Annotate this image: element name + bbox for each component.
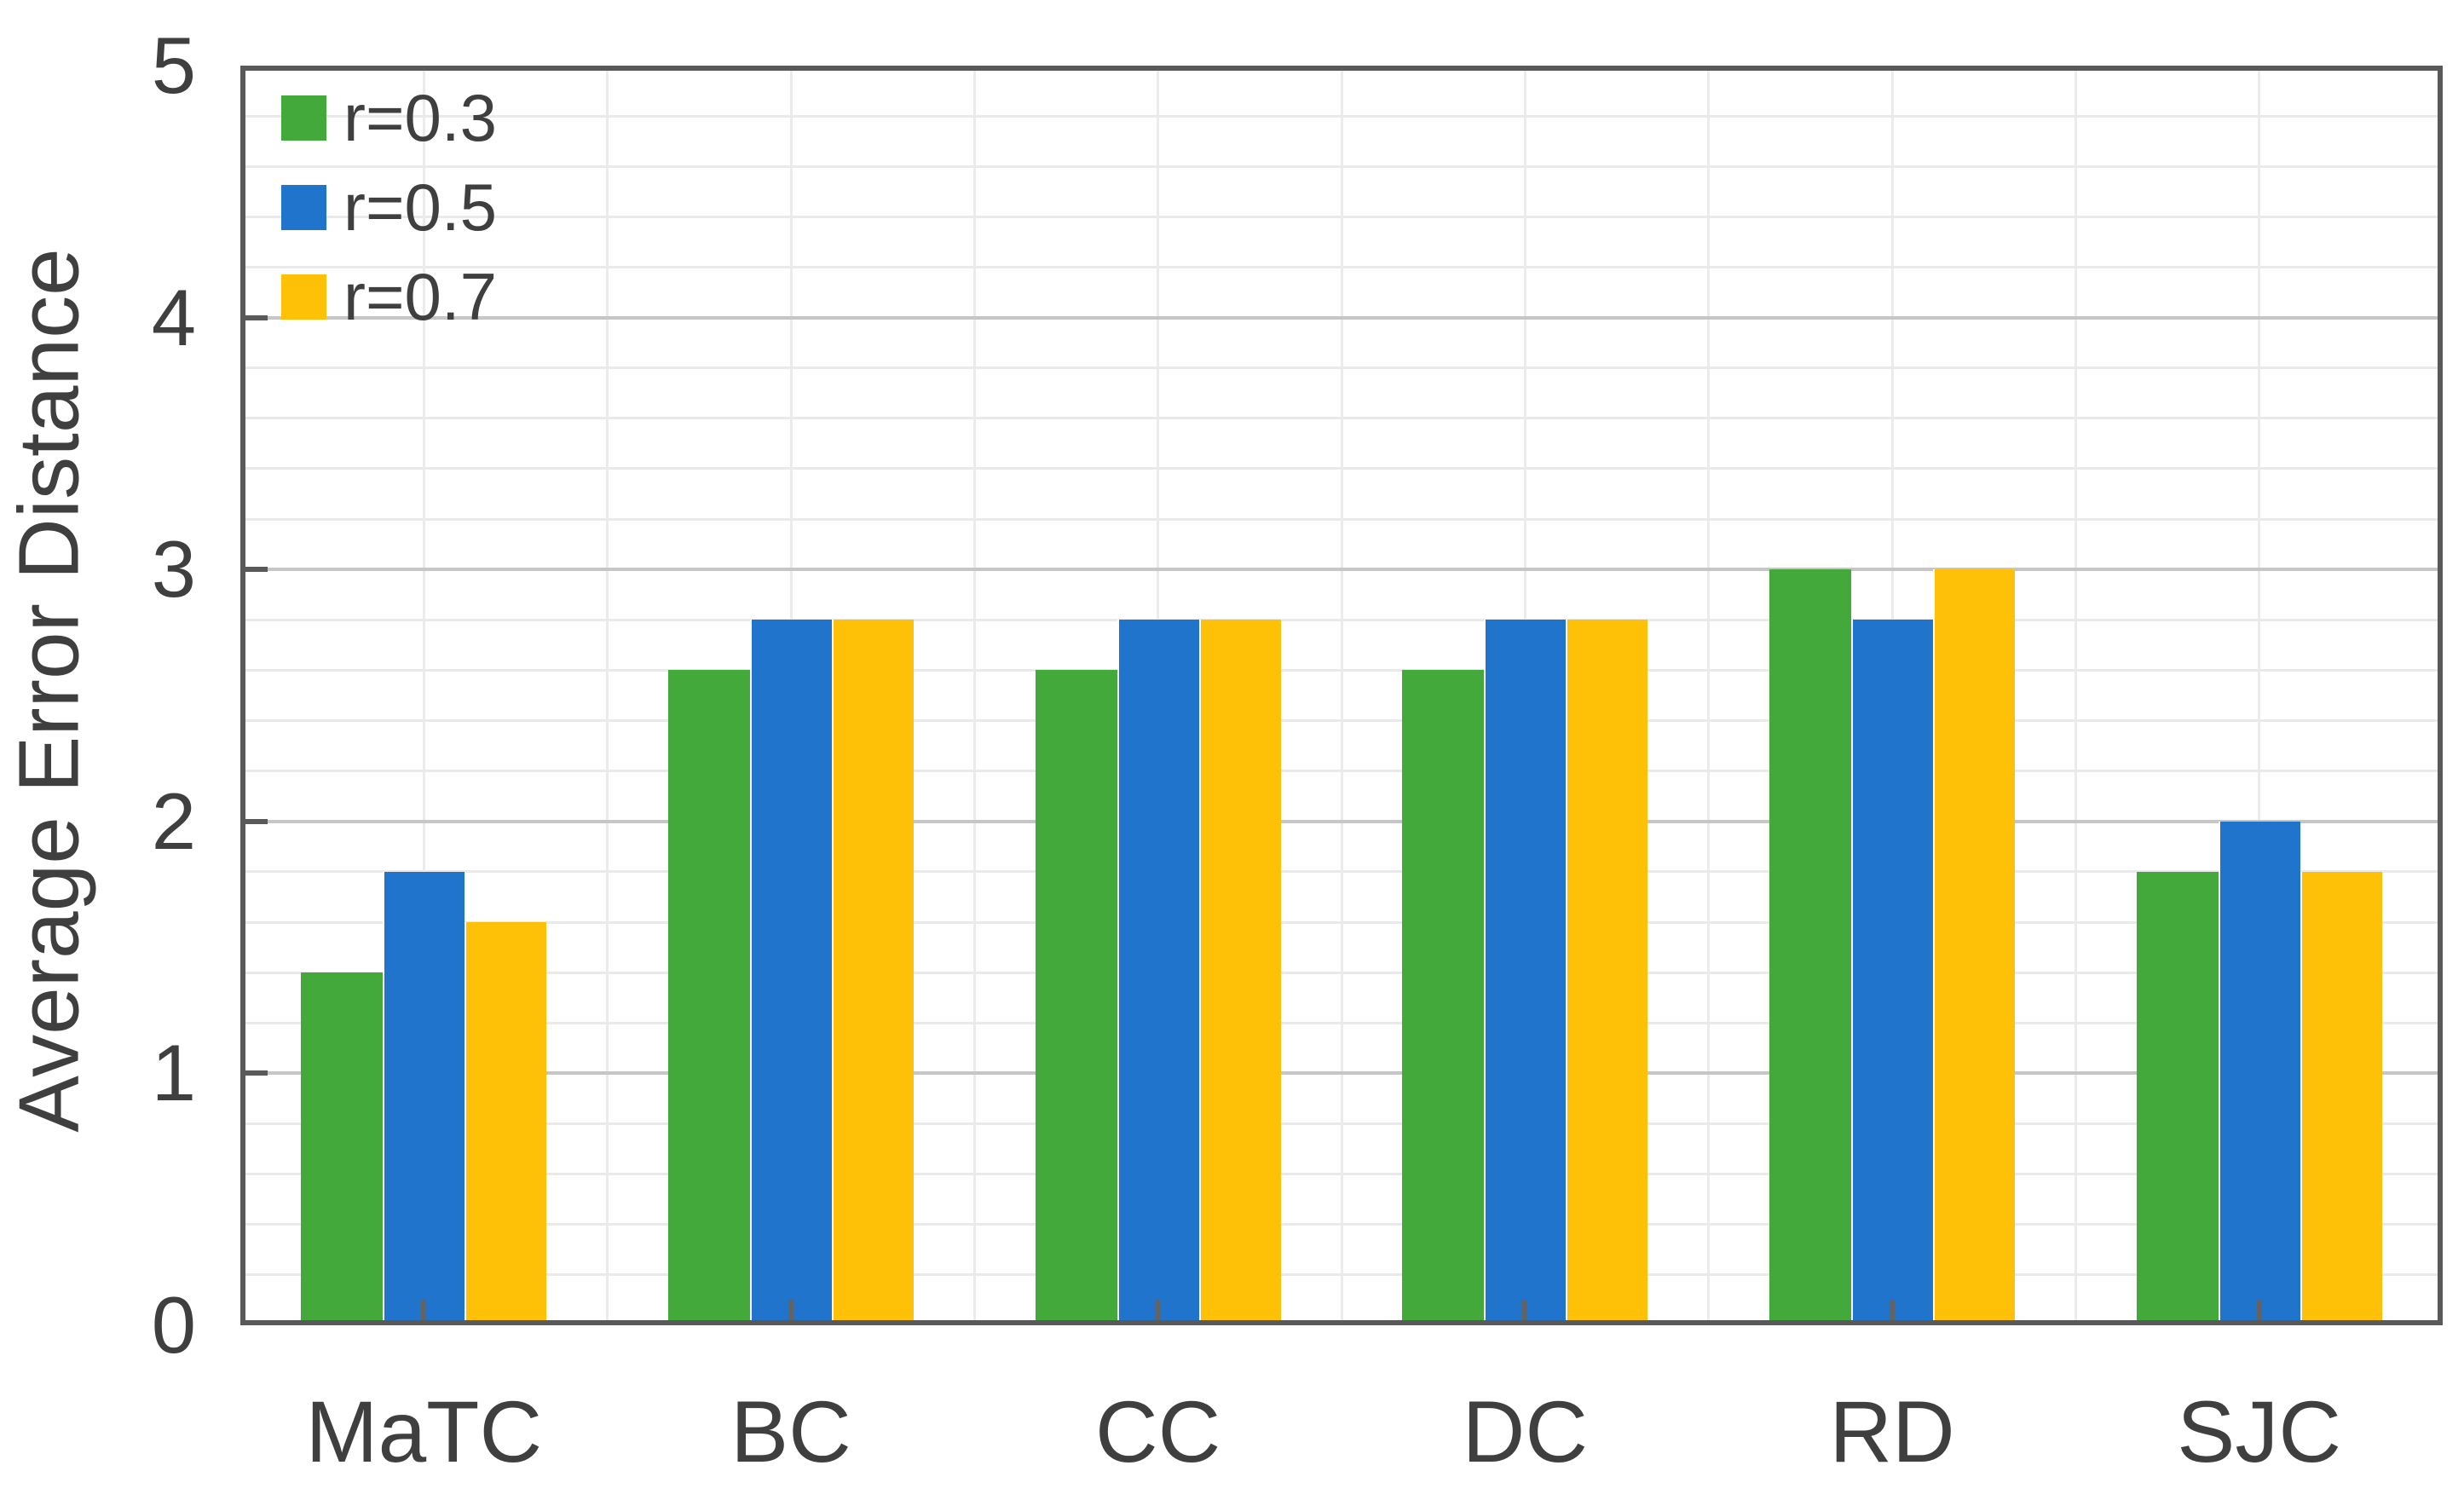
legend: r=0.3 r=0.5 r=0.7	[281, 73, 497, 342]
y-tick-1	[240, 1070, 268, 1076]
gridline-horizontal-minor	[240, 1021, 2443, 1024]
gridline-vertical-minor	[2074, 66, 2077, 1325]
y-tick-label-2: 2	[151, 776, 196, 866]
bar-r=0.7-BC	[832, 620, 914, 1325]
y-axis-title: Average Error Distance	[1, 248, 97, 1133]
gridline-horizontal-minor	[240, 870, 2443, 874]
legend-label: r=0.5	[343, 170, 497, 245]
y-tick-4	[240, 314, 268, 320]
gridline-horizontal-minor	[240, 920, 2443, 924]
gridline-horizontal-minor	[240, 215, 2443, 218]
x-tick-label-MaTC: MaTC	[305, 1383, 543, 1480]
gridline-horizontal-minor	[240, 366, 2443, 370]
gridline-horizontal-minor	[240, 417, 2443, 420]
gridline-horizontal-minor	[240, 517, 2443, 521]
gridline-horizontal-minor	[240, 668, 2443, 672]
legend-item-r=0.7: r=0.7	[281, 252, 497, 342]
x-tick-BC	[788, 1300, 793, 1325]
y-tick-2	[240, 818, 268, 824]
gridline-vertical-minor	[422, 66, 425, 1325]
gridline-horizontal-minor	[240, 1223, 2443, 1226]
gridline-horizontal-minor	[240, 971, 2443, 974]
x-tick-label-DC: DC	[1462, 1383, 1588, 1480]
gridline-horizontal-minor	[240, 1173, 2443, 1176]
gridline-horizontal-major	[240, 1071, 2443, 1076]
x-tick-label-BC: BC	[730, 1383, 851, 1480]
legend-item-r=0.5: r=0.5	[281, 163, 497, 252]
y-tick-3	[240, 567, 268, 573]
x-tick-MaTC	[421, 1300, 427, 1325]
gridline-horizontal-minor	[240, 1122, 2443, 1126]
bar-group-MaTC	[301, 871, 547, 1325]
legend-item-r=0.3: r=0.3	[281, 73, 497, 163]
bar-r=0.5-DC	[1484, 620, 1567, 1325]
bar-r=0.7-DC	[1566, 620, 1648, 1325]
x-tick-DC	[1522, 1300, 1528, 1325]
legend-label: r=0.7	[343, 259, 497, 334]
bar-r=0.3-BC	[668, 670, 750, 1325]
gridline-vertical-minor	[972, 66, 976, 1325]
x-tick-SJC	[2256, 1300, 2262, 1325]
bar-r=0.3-DC	[1402, 670, 1485, 1325]
gridline-vertical-minor	[1340, 66, 1343, 1325]
bar-group-RD	[1769, 569, 2015, 1325]
y-tick-label-5: 5	[151, 20, 196, 110]
gridline-horizontal-minor	[240, 265, 2443, 268]
y-tick-label-0: 0	[151, 1280, 196, 1370]
x-tick-CC	[1155, 1300, 1161, 1325]
gridline-horizontal-minor	[240, 114, 2443, 118]
bar-r=0.5-BC	[750, 620, 832, 1325]
bar-r=0.3-MaTC	[301, 972, 384, 1325]
bar-r=0.7-SJC	[2300, 871, 2382, 1325]
y-tick-label-3: 3	[151, 524, 196, 614]
gridline-vertical-minor	[2258, 66, 2261, 1325]
gridline-horizontal-minor	[240, 770, 2443, 773]
bar-r=0.5-SJC	[2218, 821, 2300, 1325]
bar-r=0.3-CC	[1035, 670, 1117, 1325]
gridline-horizontal-major	[240, 568, 2443, 572]
x-tick-label-RD: RD	[1829, 1383, 1955, 1480]
bar-group-DC	[1402, 620, 1648, 1325]
plot-area	[240, 66, 2443, 1325]
bar-r=0.5-CC	[1117, 620, 1199, 1325]
y-tick-label-4: 4	[151, 272, 196, 362]
gridline-horizontal-minor	[240, 164, 2443, 168]
bar-r=0.7-CC	[1198, 620, 1281, 1325]
bar-r=0.7-MaTC	[465, 922, 547, 1325]
y-tick-label-1: 1	[151, 1028, 196, 1118]
x-tick-RD	[1890, 1300, 1895, 1325]
legend-swatch-icon	[281, 185, 326, 230]
bar-group-SJC	[2136, 821, 2382, 1325]
gridline-horizontal-minor	[240, 1273, 2443, 1277]
gridline-horizontal-minor	[240, 618, 2443, 621]
gridline-horizontal-major	[240, 819, 2443, 823]
legend-label: r=0.3	[343, 80, 497, 155]
x-tick-label-SJC: SJC	[2177, 1383, 2342, 1480]
gridline-vertical-minor	[1707, 66, 1711, 1325]
legend-swatch-icon	[281, 274, 326, 320]
x-tick-label-CC: CC	[1094, 1383, 1221, 1480]
legend-swatch-icon	[281, 95, 326, 141]
bar-group-CC	[1035, 620, 1281, 1325]
bar-r=0.5-MaTC	[383, 871, 465, 1325]
bar-r=0.3-RD	[1769, 569, 1851, 1325]
bar-group-BC	[668, 620, 914, 1325]
gridline-horizontal-major	[240, 315, 2443, 320]
bar-r=0.5-RD	[1851, 620, 1933, 1325]
gridline-horizontal-minor	[240, 719, 2443, 723]
gridline-vertical-minor	[606, 66, 609, 1325]
bar-r=0.3-SJC	[2136, 871, 2219, 1325]
bar-r=0.7-RD	[1933, 569, 2015, 1325]
gridline-horizontal-minor	[240, 467, 2443, 470]
